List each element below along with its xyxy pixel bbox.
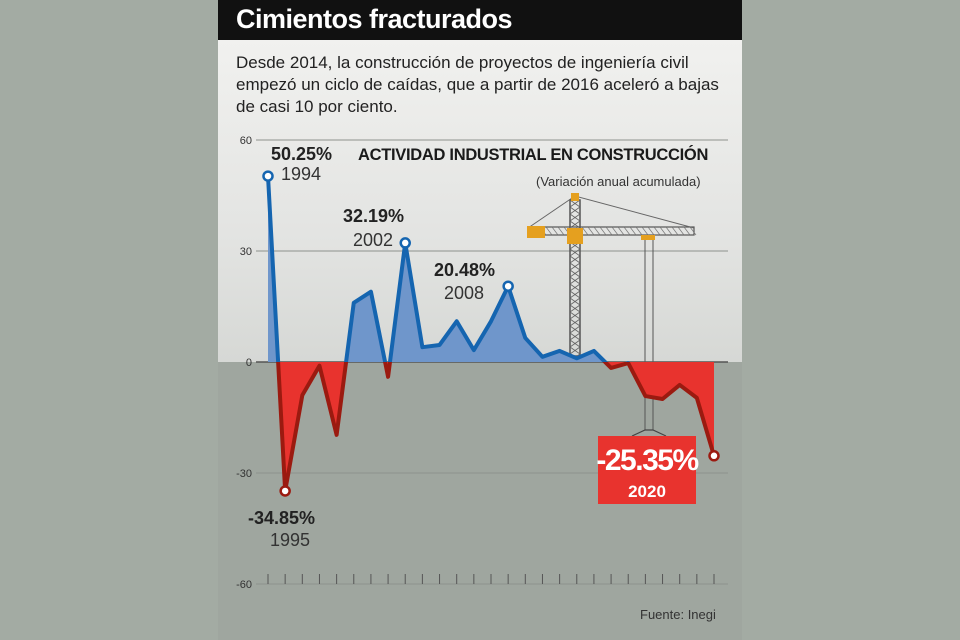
crane-brace — [623, 226, 631, 236]
infographic-title: Cimientos fracturados — [236, 4, 513, 34]
title-bar — [218, 0, 742, 40]
data-label-year: 2002 — [353, 230, 393, 250]
data-point-marker — [279, 485, 291, 497]
crane-brace — [569, 297, 581, 306]
data-point-marker — [502, 280, 514, 292]
data-label-value: 20.48% — [434, 260, 495, 280]
crane-top — [571, 193, 579, 201]
crane-trolley — [641, 235, 655, 240]
crane-brace — [689, 226, 697, 236]
chart-subtitle: (Variación anual acumulada) — [536, 174, 701, 189]
data-label-year: 1994 — [281, 164, 321, 184]
data-point-marker — [399, 237, 411, 249]
crane-brace — [569, 283, 581, 292]
y-tick-label: -30 — [236, 468, 252, 480]
crane-brace — [659, 226, 667, 236]
crane-brace — [635, 226, 643, 236]
upper-background — [218, 40, 742, 362]
crane-brace — [641, 226, 649, 236]
crane-brace — [587, 226, 595, 236]
crane-brace — [569, 311, 581, 320]
crane-brace — [677, 226, 685, 236]
crane-brace — [599, 226, 607, 236]
infographic-subtitle: Desde 2014, la construcción de proyectos… — [236, 53, 719, 116]
crane-illustration — [527, 193, 697, 437]
crane-brace — [683, 226, 691, 236]
data-label-value: 50.25% — [271, 144, 332, 164]
data-label-value: -25.35% — [596, 444, 698, 477]
crane-brace — [617, 226, 625, 236]
data-label-value: -34.85% — [248, 508, 315, 528]
y-tick-label: 60 — [240, 135, 252, 147]
crane-brace — [569, 269, 581, 278]
data-label-year: 1995 — [270, 530, 310, 550]
crane-brace — [569, 262, 581, 271]
highlight-box-2020 — [598, 436, 696, 504]
negative-line — [276, 362, 716, 493]
crane-brace — [545, 226, 553, 236]
data-label-year: 2008 — [444, 283, 484, 303]
crane-brace — [569, 318, 581, 327]
crane-brace — [569, 199, 581, 208]
crane-brace — [569, 248, 581, 257]
crane-brace — [569, 276, 581, 285]
crane-cab — [567, 228, 583, 244]
data-label-year: 2020 — [628, 482, 666, 501]
crane-brace — [569, 304, 581, 313]
source-note: Fuente: Inegi — [640, 607, 716, 622]
crane-brace — [569, 290, 581, 299]
crane-brace — [569, 339, 581, 348]
crane-brace — [647, 226, 655, 236]
crane-brace — [665, 226, 673, 236]
crane-brace — [569, 213, 581, 222]
chart-title: ACTIVIDAD INDUSTRIAL EN CONSTRUCCIÓN — [358, 146, 709, 164]
crane-brace — [611, 226, 619, 236]
y-tick-label: 30 — [240, 246, 252, 258]
crane-brace — [653, 226, 661, 236]
crane-brace — [671, 226, 679, 236]
y-tick-label: -60 — [236, 579, 252, 591]
crane-counterweight — [527, 226, 545, 238]
data-point-marker — [708, 450, 720, 462]
crane-brace — [557, 226, 565, 236]
y-tick-label: 0 — [246, 357, 252, 369]
crane-brace — [593, 226, 601, 236]
crane-brace — [629, 226, 637, 236]
crane-brace — [551, 226, 559, 236]
crane-brace — [569, 206, 581, 215]
crane-brace — [569, 255, 581, 264]
data-label-value: 32.19% — [343, 206, 404, 226]
crane-brace — [569, 332, 581, 341]
crane-cable — [527, 195, 695, 229]
crane-hook — [631, 429, 667, 437]
crane-brace — [569, 325, 581, 334]
crane-brace — [605, 226, 613, 236]
crane-brace — [569, 346, 581, 355]
data-point-marker — [262, 170, 274, 182]
positive-line — [266, 175, 630, 362]
